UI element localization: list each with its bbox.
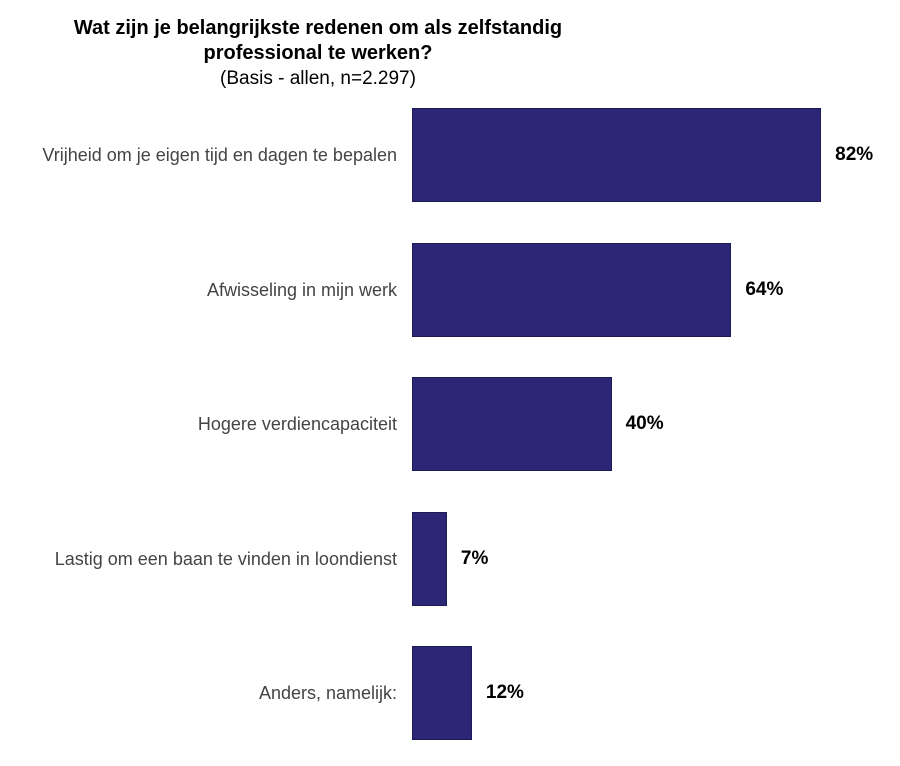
bar [412, 377, 612, 471]
value-label: 7% [460, 547, 489, 569]
value-label: 64% [745, 278, 784, 300]
bar [412, 108, 822, 202]
category-label: Afwisseling in mijn werk [206, 279, 397, 300]
bar [412, 646, 472, 740]
value-label: 12% [485, 682, 524, 703]
chart-subtitle: (Basis - allen, n=2.297) [220, 68, 416, 89]
bar [412, 242, 732, 337]
category-label: Vrijheid om je eigen tijd en dagen te be… [42, 145, 397, 165]
category-label: Lastig om een baan te vinden in loondien… [54, 548, 397, 569]
chart-title: Wat zijn je belangrijkste redenen om als… [73, 17, 563, 64]
category-label: Hogere verdiencapaciteit [197, 414, 397, 434]
category-label: Anders, namelijk: [258, 683, 397, 703]
value-label: 82% [835, 144, 874, 165]
value-label: 40% [625, 413, 664, 434]
bar [412, 511, 447, 606]
